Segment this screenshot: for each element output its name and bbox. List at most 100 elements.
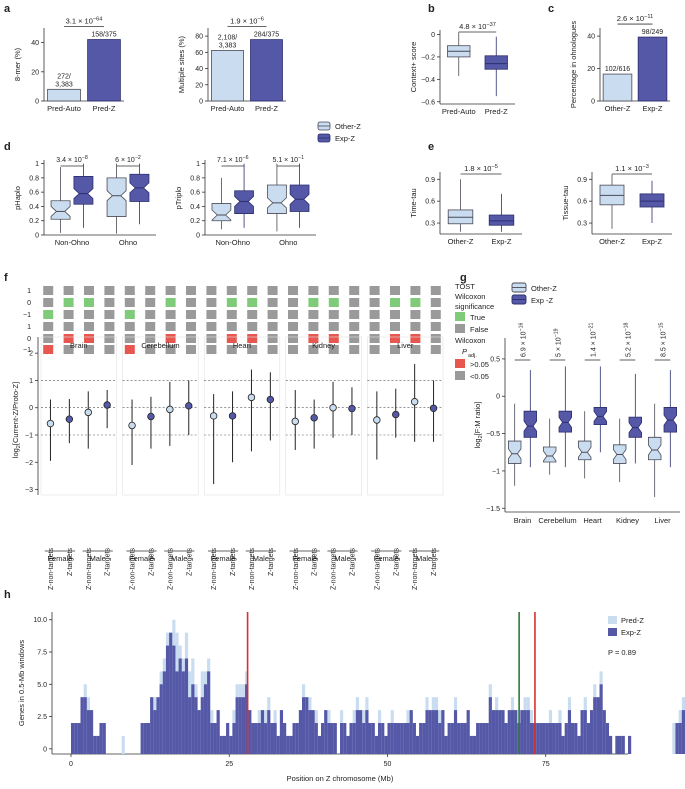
x-tick-label: Ohno [279,238,297,247]
tost-cell [267,310,278,319]
histogram-bar-Exp-Z [374,735,378,754]
histogram-bar-Exp-Z [558,723,562,754]
histogram-bar-Exp-Z [86,710,90,754]
x-tick-label: Pred-Z [255,104,278,113]
chart-d-pTriplo: 0 0.2 0.4 0.6 0.8 1 Non-Ohno 7.1 × 10−6 Ohno 5.1 … [174,155,316,247]
tost-cell [430,298,441,307]
x-tick-label: Z-non-targets [249,548,256,591]
point [84,408,92,417]
heatmap-row-label: 0 [27,336,31,343]
p-value: 8.5 × 10−15 [659,323,668,357]
wilcoxon-cell [206,322,217,331]
x-tick-label: Z-targets [105,548,112,577]
tost-cell [369,310,380,319]
histogram-bar-Exp-Z [89,710,94,754]
y-tick-label: 0 [43,746,47,753]
legend-swatch [455,324,465,333]
histogram-bar-Exp-Z [305,697,309,754]
annotation: P = 0.89 [608,648,636,657]
tost-cell [247,310,258,319]
tost-cell [328,310,339,319]
histogram-bar-Exp-Z [200,697,204,754]
chart-e-Tissue-tau: 0.3 0.6 0.9 Tissue-tau Other-Z Exp-Z 1.1 × 10−… [561,164,672,246]
histogram-bar-Exp-Z [362,723,366,754]
histogram-bar-Exp-Z [444,735,448,754]
heatmap-row-label: 0 [27,300,31,307]
bar [250,39,283,102]
y-tick-label: 0 [35,233,39,240]
x-tick-label: Ohno [119,238,137,247]
histogram-bar-Exp-Z [184,658,189,754]
point [329,404,337,412]
wilcoxon-cell [390,334,400,343]
p-value-exponent: −21 [589,323,595,332]
x-tick-label: Z-targets [349,548,356,577]
histogram-bar-Exp-Z [406,723,410,754]
facet-title: Heart [233,341,252,350]
group-label: Male [334,554,350,563]
box [289,184,310,212]
histogram-bar-Exp-Z [321,723,325,754]
histogram-bar-Exp-Z [181,671,185,754]
x-tick-label: 25 [225,761,233,768]
histogram-bar-Exp-Z [390,723,394,754]
wilcoxon-cell [186,345,196,354]
y-tick-label: −1.5 [486,506,500,513]
tost-cell [145,286,156,295]
group-label: Male [171,554,187,563]
y-tick-label: 0 [196,233,200,240]
p-value-base: 3.4 × 10 [56,157,82,164]
tost-cell [84,286,94,295]
tost-cell [43,298,54,307]
tost-cell [267,298,278,307]
bar-label: 284/375 [254,32,279,39]
histogram-bar-Exp-Z [545,723,549,754]
tost-cell [328,298,339,307]
y-axis-label-part: 2 [16,445,22,448]
wilcoxon-cell [288,345,298,354]
histogram-bar-Exp-Z [213,723,217,754]
bar [637,36,668,102]
wilcoxon-cell [267,345,278,354]
heatmap-row-label: −1 [23,312,31,319]
tost-cell [104,310,115,319]
wilcoxon-cell [104,334,115,343]
panel-letter-g: g [460,272,467,284]
facet-title: Brain [70,341,88,350]
histogram-bar-Exp-Z [343,723,347,754]
point [209,412,218,420]
point [373,416,381,424]
histogram-bar-Exp-Z [472,735,477,754]
histogram-bar-Exp-Z [102,723,106,754]
x-tick-label: Z-non-targets [374,548,381,591]
histogram-bar-Exp-Z [609,735,613,754]
y-tick-label: 20 [31,69,39,76]
y-tick-label: 60 [195,50,203,57]
x-tick-label: Z-targets [67,548,74,577]
histogram-bar-Exp-Z [229,735,233,754]
group-label: Male [253,554,269,563]
histogram-bar-Exp-Z [488,697,492,754]
histogram-bar-Exp-Z [150,697,154,754]
y-axis-label: log2[Current-Z/Proto-Z] [11,382,22,458]
histogram-bar-Exp-Z [457,723,461,754]
wilcoxon-cell [410,322,421,331]
tost-cell [84,310,94,319]
histogram-bar-Exp-Z [70,723,75,754]
wilcoxon-cell [247,334,258,343]
histogram-bar-Exp-Z [593,697,597,754]
p-value-base: 3.1 × 10 [66,17,93,26]
point [166,405,174,414]
p-value: 3.4 × 10−8 [56,155,88,164]
facet-frame [40,336,117,496]
histogram-bar-Exp-Z [485,723,489,754]
histogram-bar-Exp-Z [567,710,572,754]
histogram-bar-Exp-Z [74,723,78,754]
histogram-bar-Exp-Z [308,710,312,754]
histogram-bar-Exp-Z [191,684,195,754]
histogram-bar-Exp-Z [491,710,496,754]
histogram-bar-Exp-Z [571,723,575,754]
legend-label: Exp-Z [335,134,355,143]
y-tick-label: −1 [25,433,33,440]
wilcoxon-cell [63,345,74,354]
